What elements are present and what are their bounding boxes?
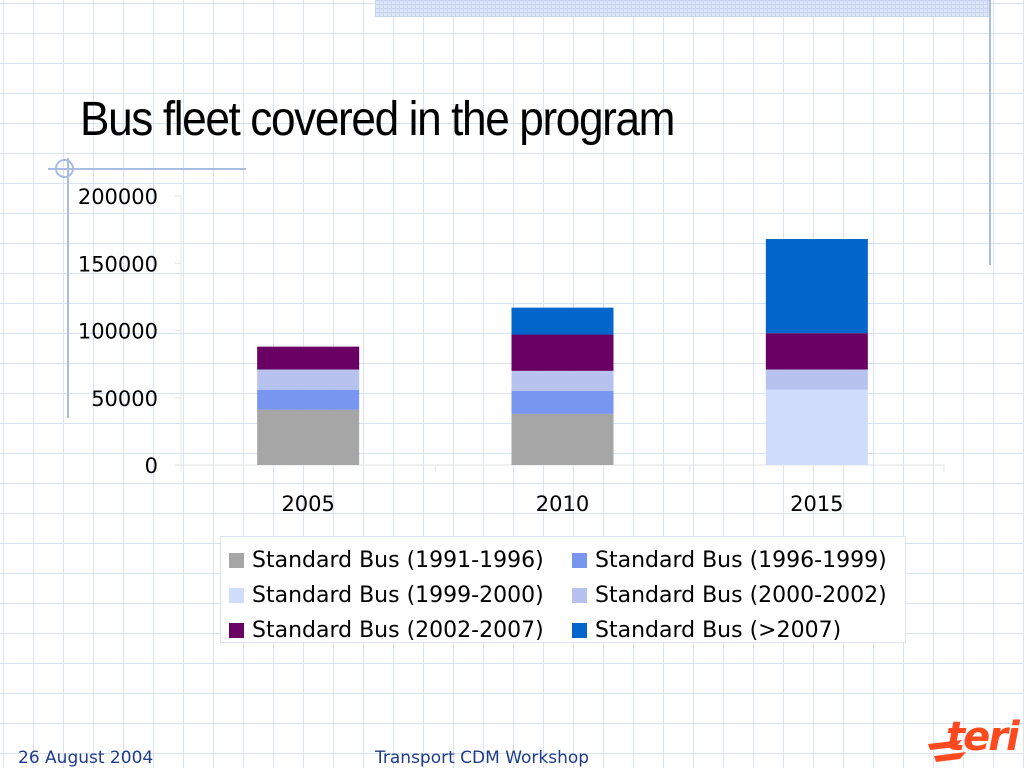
bar-segment-2005-series-2 (257, 389, 360, 410)
legend-swatch (229, 553, 244, 568)
bar-segment-2015-series-6 (765, 239, 868, 334)
legend-item: Standard Bus (1991-1996) (229, 543, 572, 578)
x-tick-label: 2005 (281, 492, 334, 516)
bar-stacks (257, 239, 868, 465)
y-tick-label: 0 (145, 454, 158, 478)
x-axis: 2005 2010 2015 (180, 464, 945, 516)
x-tick-label: 2010 (536, 492, 589, 516)
top-decorative-band (375, 0, 990, 17)
legend-label: Standard Bus (2000-2002) (595, 583, 887, 608)
legend-label: Standard Bus (2002-2007) (252, 618, 544, 643)
legend-swatch (572, 553, 587, 568)
slide-title: Bus fleet covered in the program (80, 93, 675, 146)
legend-item: Standard Bus (2000-2002) (572, 578, 902, 613)
bar-segment-2015-series-4 (765, 369, 868, 390)
teri-logo: teri (928, 714, 1023, 762)
footer-event-name: Transport CDM Workshop (375, 748, 590, 768)
title-underline (48, 168, 246, 170)
bar-segment-2005-series-4 (257, 369, 360, 390)
bar-segment-2010-series-5 (511, 334, 614, 371)
bar-segment-2010-series-6 (511, 307, 614, 335)
legend-swatch (572, 588, 587, 603)
y-axis: 0 50000 100000 150000 200000 (78, 185, 182, 478)
y-tick-label: 100000 (78, 320, 158, 344)
left-decorative-line (67, 158, 69, 418)
legend-label: Standard Bus (>2007) (595, 618, 842, 643)
legend-item: Standard Bus (1996-1999) (572, 543, 902, 578)
legend-swatch (229, 588, 244, 603)
bar-segment-2015-series-5 (765, 333, 868, 370)
svg-text:teri: teri (946, 714, 1021, 760)
legend-label: Standard Bus (1999-2000) (252, 583, 544, 608)
bar-segment-2005-series-1 (257, 409, 360, 465)
bar-segment-2005-series-5 (257, 346, 360, 370)
footer-date: 26 August 2004 (18, 748, 154, 768)
y-tick-label: 200000 (78, 185, 158, 209)
legend-item: Standard Bus (1999-2000) (229, 578, 572, 613)
bar-segment-2010-series-2 (511, 391, 614, 414)
bar-segment-2010-series-4 (511, 370, 614, 392)
bar-segment-2015-series-3 (765, 389, 868, 465)
bar-segment-2010-series-1 (511, 413, 614, 465)
x-tick-label: 2015 (790, 492, 843, 516)
y-tick-label: 150000 (78, 252, 158, 276)
legend-swatch (572, 623, 587, 638)
circle-decoration (55, 159, 74, 178)
legend-item: Standard Bus (>2007) (572, 613, 902, 648)
legend-swatch (229, 623, 244, 638)
chart-legend: Standard Bus (1991-1996) Standard Bus (19… (220, 536, 906, 643)
right-decorative-line (989, 0, 991, 265)
legend-item: Standard Bus (2002-2007) (229, 613, 572, 648)
legend-label: Standard Bus (1996-1999) (595, 548, 887, 573)
legend-label: Standard Bus (1991-1996) (252, 548, 544, 573)
y-tick-label: 50000 (91, 387, 158, 411)
